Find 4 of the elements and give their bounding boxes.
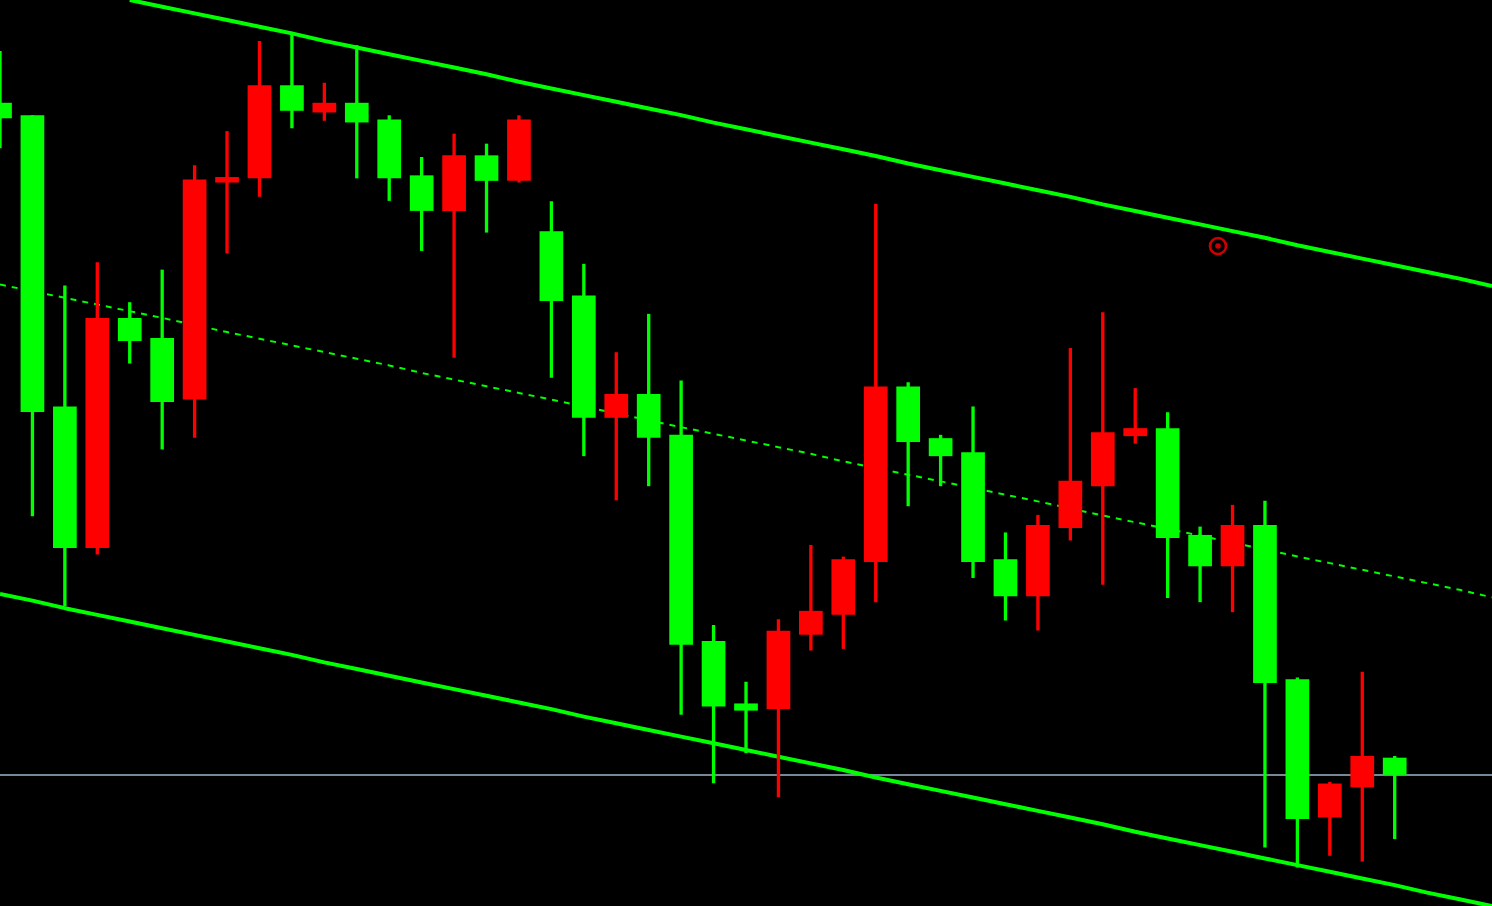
candlestick xyxy=(799,544,823,651)
candlestick xyxy=(215,131,239,254)
candlestick xyxy=(442,133,466,358)
candlestick xyxy=(734,681,758,754)
